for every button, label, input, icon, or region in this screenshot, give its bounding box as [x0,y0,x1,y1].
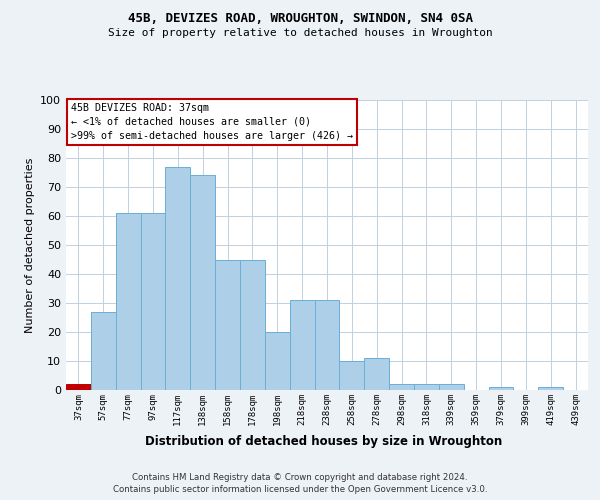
Bar [240,260,265,390]
Text: 45B DEVIZES ROAD: 37sqm
← <1% of detached houses are smaller (0)
>99% of semi-de: 45B DEVIZES ROAD: 37sqm ← <1% of detache… [71,103,353,141]
Bar [538,387,563,390]
Bar [340,361,364,390]
Bar [389,384,414,390]
Bar [190,176,215,390]
Bar [215,260,240,390]
Bar [166,166,190,390]
Bar [140,213,166,390]
Bar [488,387,514,390]
Bar [265,332,290,390]
Bar [364,358,389,390]
Text: Contains public sector information licensed under the Open Government Licence v3: Contains public sector information licen… [113,485,487,494]
Bar [290,300,314,390]
Y-axis label: Number of detached properties: Number of detached properties [25,158,35,332]
Bar [439,384,464,390]
Text: Distribution of detached houses by size in Wroughton: Distribution of detached houses by size … [145,435,503,448]
Bar [66,384,91,390]
Bar [91,312,116,390]
Bar [116,213,140,390]
Text: Contains HM Land Registry data © Crown copyright and database right 2024.: Contains HM Land Registry data © Crown c… [132,472,468,482]
Text: 45B, DEVIZES ROAD, WROUGHTON, SWINDON, SN4 0SA: 45B, DEVIZES ROAD, WROUGHTON, SWINDON, S… [128,12,473,26]
Bar [414,384,439,390]
Bar [314,300,340,390]
Text: Size of property relative to detached houses in Wroughton: Size of property relative to detached ho… [107,28,493,38]
